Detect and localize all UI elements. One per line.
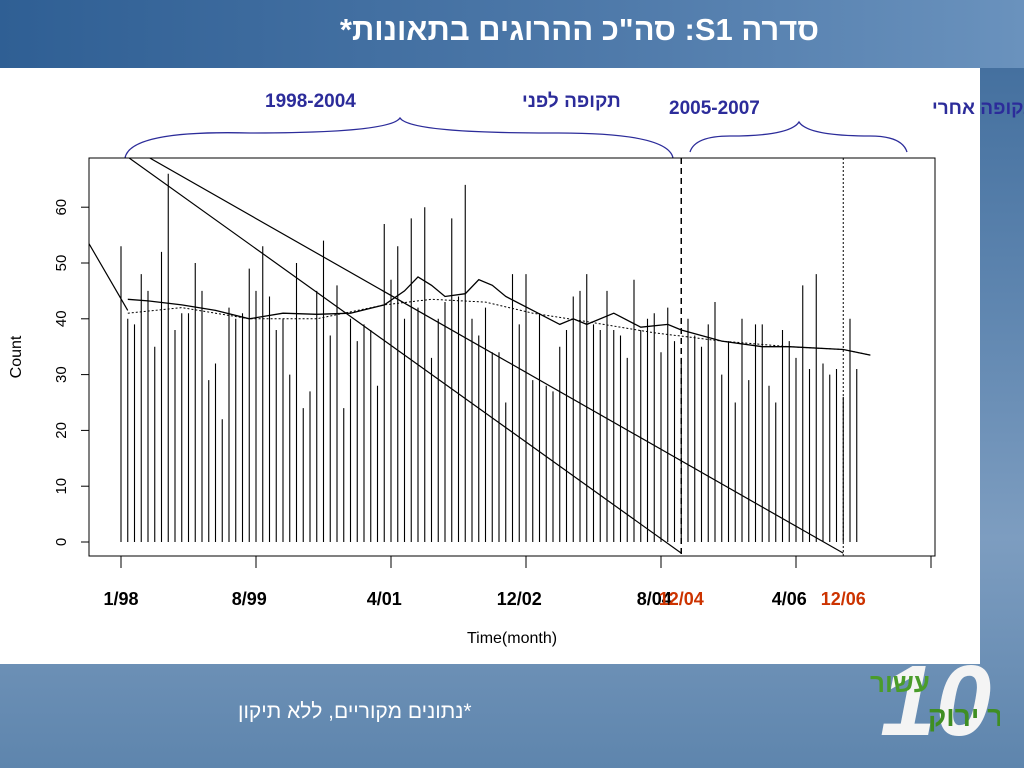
y-tick-label: 0 bbox=[53, 538, 70, 546]
brace-after bbox=[689, 120, 908, 153]
moving-average-line bbox=[127, 276, 871, 356]
x-tick-label: 12/02 bbox=[497, 589, 542, 609]
x-tick-label: 12/04 bbox=[659, 589, 704, 609]
plot-frame bbox=[88, 157, 936, 557]
trend-dotted-line bbox=[127, 298, 871, 356]
period-after-years: 2005-2007 bbox=[669, 98, 760, 119]
logo-line2: לאור ירוק bbox=[928, 701, 1000, 732]
y-tick-label: 30 bbox=[53, 366, 70, 383]
title-bar: סדרה S1: סה"כ ההרוגים בתאונות* bbox=[0, 0, 1024, 68]
trend-line bbox=[128, 158, 682, 554]
period-after-label: תקופה אחרי bbox=[932, 98, 1024, 119]
period-before-years: 1998-2004 bbox=[265, 91, 356, 112]
y-axis: 0 10 20 30 40 50 60 bbox=[53, 199, 89, 546]
logo: 10 עשור לאור ירוק bbox=[870, 645, 1000, 750]
trend-line bbox=[148, 158, 844, 554]
x-tick-label: 1/98 bbox=[103, 589, 138, 609]
x-axis-label: Time(month) bbox=[467, 630, 557, 647]
line-group bbox=[89, 158, 871, 554]
trend-line bbox=[89, 242, 129, 311]
y-tick-label: 50 bbox=[53, 255, 70, 272]
plot-area bbox=[89, 158, 871, 556]
x-tick-label: 4/01 bbox=[367, 589, 402, 609]
period-before-label: תקופה לפני bbox=[522, 91, 621, 112]
y-tick-label: 10 bbox=[53, 478, 70, 495]
logo-line1: עשור bbox=[870, 668, 930, 698]
x-tick-label: 8/04 bbox=[637, 589, 672, 609]
y-axis-label: Count bbox=[8, 335, 25, 378]
x-tick-label: 4/06 bbox=[772, 589, 807, 609]
y-tick-label: 40 bbox=[53, 310, 70, 327]
footnote: *נתונים מקוריים, ללא תיקון bbox=[238, 700, 472, 723]
logo-mark: 10 bbox=[880, 645, 991, 750]
x-tick-label: 12/06 bbox=[821, 589, 866, 609]
y-tick-label: 20 bbox=[53, 422, 70, 439]
y-tick-label: 60 bbox=[53, 199, 70, 216]
brace-before bbox=[124, 116, 674, 159]
slide-title: סדרה S1: סה"כ ההרוגים בתאונות* bbox=[339, 12, 819, 47]
x-tick-label: 8/99 bbox=[232, 589, 267, 609]
